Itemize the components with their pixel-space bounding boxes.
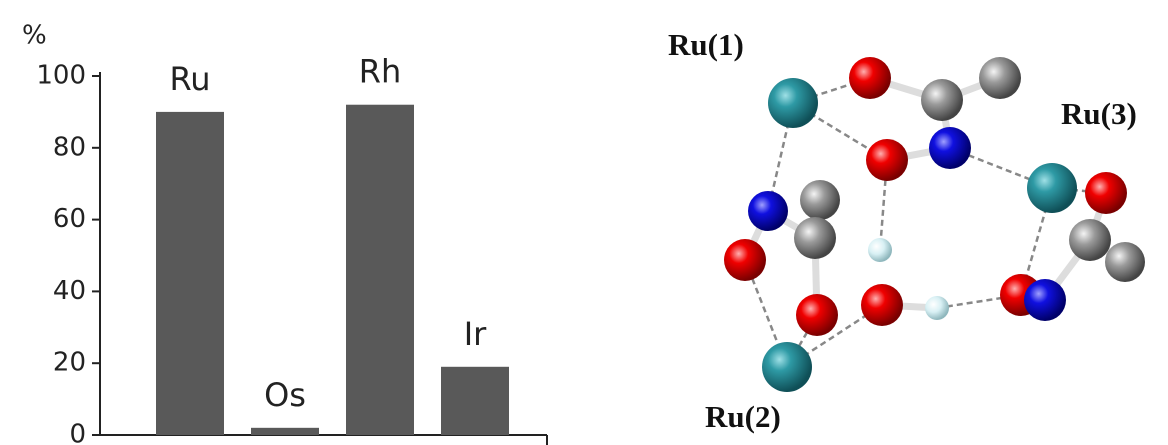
molecule: Ru(1) Ru(2) Ru(3) — [668, 27, 1145, 434]
bar-label: Ir — [464, 315, 487, 353]
y-tick-label: 0 — [69, 420, 86, 445]
figure: % 0 20 40 60 80 100 Ru Os Rh Ir — [0, 0, 1168, 445]
bar — [251, 428, 319, 435]
bar-label: Rh — [359, 53, 402, 91]
bar — [156, 112, 224, 435]
bar — [441, 367, 509, 435]
y-axis-label: % — [22, 21, 47, 51]
y-tick-label: 60 — [53, 204, 86, 234]
y-tick-label: 20 — [53, 348, 86, 378]
bar — [346, 105, 414, 435]
atom-label: Ru(3) — [1061, 96, 1137, 131]
y-tick-label: 100 — [36, 61, 86, 91]
bar-label: Ru — [169, 60, 210, 98]
bar-chart: % 0 20 40 60 80 100 Ru Os Rh Ir — [22, 21, 547, 445]
atom-label: Ru(2) — [705, 399, 781, 434]
bar-label: Os — [264, 376, 306, 414]
atom-label: Ru(1) — [668, 27, 744, 62]
y-tick-label: 80 — [53, 132, 86, 162]
y-tick-label: 40 — [53, 276, 86, 306]
